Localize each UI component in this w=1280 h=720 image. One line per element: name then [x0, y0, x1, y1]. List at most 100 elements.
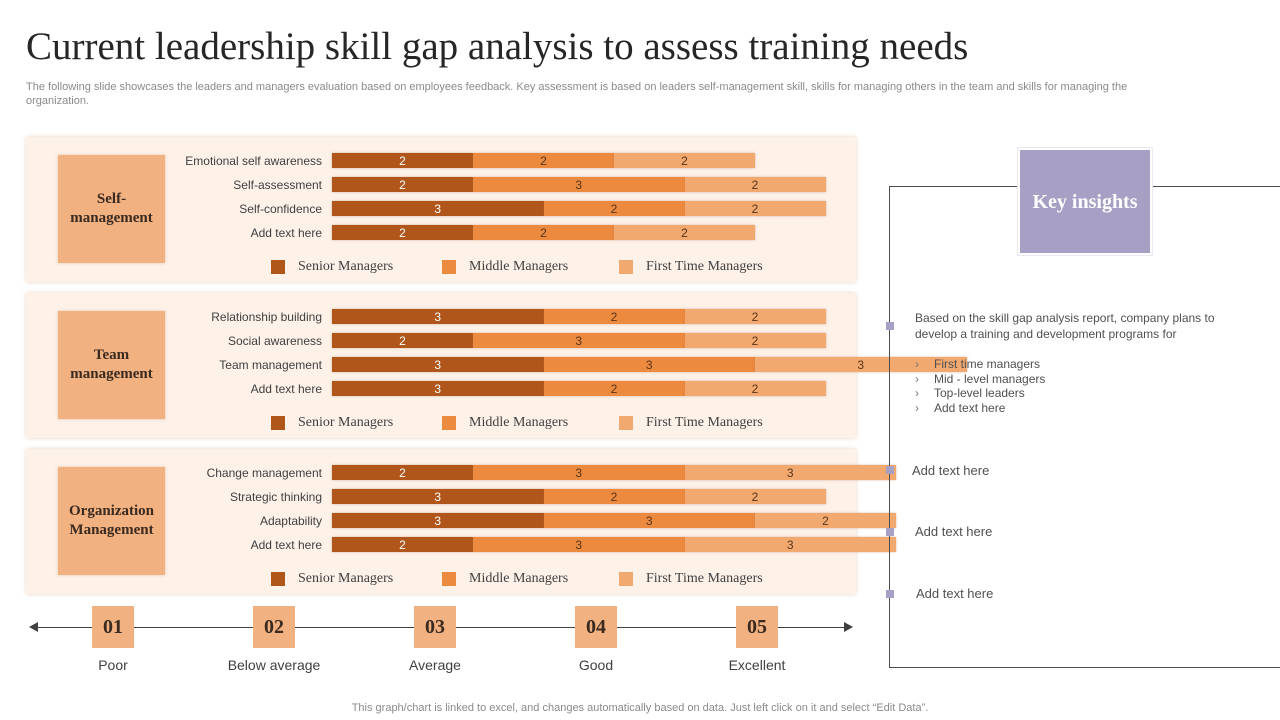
bar-segment-senior: 3 [332, 201, 544, 216]
legend-swatch [271, 416, 285, 430]
bar-segment-middle: 3 [543, 357, 755, 372]
bullet-marker-icon [886, 322, 894, 330]
category-label: Team management [58, 311, 165, 419]
bar-segment-first-time: 2 [614, 225, 755, 240]
row-label: Relationship building [211, 310, 322, 324]
row-label: Strategic thinking [229, 490, 322, 504]
bar-segment-senior: 3 [332, 357, 544, 372]
legend-swatch [271, 572, 285, 586]
legend-swatch [442, 260, 456, 274]
bar-segment-senior: 2 [332, 153, 473, 168]
scale-label: Poor [98, 657, 128, 673]
legend-item-middle: Middle Managers [442, 571, 568, 587]
bar-segment-first-time: 2 [684, 177, 826, 192]
bar-segment-senior: 3 [332, 513, 544, 528]
bullet-marker-icon [886, 590, 894, 598]
scale-number: 01 [92, 606, 134, 648]
legend-label: Middle Managers [469, 571, 569, 586]
bar-segment-middle: 3 [473, 537, 685, 552]
legend-swatch [271, 260, 285, 274]
legend-swatch [619, 260, 633, 274]
key-insights-title: Key insights [1018, 148, 1152, 255]
bar-segment-first-time: 2 [614, 153, 755, 168]
bar-segment-middle: 2 [543, 381, 685, 396]
bar-segment-first-time: 2 [684, 309, 826, 324]
bar-segment-first-time: 2 [684, 381, 826, 396]
row-label: Emotional self awareness [185, 154, 322, 168]
legend-label: First Time Managers [646, 259, 763, 274]
bar-segment-first-time: 2 [755, 513, 896, 528]
row-label: Social awareness [227, 334, 322, 348]
bar-segment-senior: 2 [332, 225, 473, 240]
list-item: Mid - level managers [915, 372, 1045, 387]
bar-segment-senior: 3 [332, 489, 544, 504]
row-label: Change management [206, 466, 322, 480]
bullet-marker-icon [886, 528, 894, 536]
legend-label: First Time Managers [646, 415, 763, 430]
row-label: Self-confidence [239, 202, 322, 216]
arrow-left-icon [29, 622, 38, 632]
bar-segment-senior: 2 [332, 465, 473, 480]
bar-segment-first-time: 3 [755, 357, 967, 372]
category-label: Organization Management [58, 467, 165, 575]
bar-segment-first-time: 3 [684, 465, 896, 480]
bullet-marker-icon [886, 466, 894, 474]
insight-item: Add text here [916, 586, 994, 601]
insight-item: Add text here [912, 463, 990, 478]
insight-paragraph: Based on the skill gap analysis report, … [915, 311, 1215, 341]
legend-swatch [442, 572, 456, 586]
bar-segment-first-time: 3 [684, 537, 896, 552]
bar-segment-middle: 3 [473, 333, 685, 348]
insight-item: Add text here [915, 524, 993, 539]
row-label: Add text here [250, 382, 322, 396]
legend-item-senior: Senior Managers [271, 415, 393, 431]
legend-item-senior: Senior Managers [271, 259, 393, 275]
scale-number: 04 [575, 606, 617, 648]
legend-swatch [442, 416, 456, 430]
arrow-right-icon [844, 622, 853, 632]
scale-number: 05 [736, 606, 778, 648]
legend-item-first-time: First Time Managers [619, 571, 763, 587]
insight-list: First time managers Mid - level managers… [915, 357, 1045, 415]
legend-label: Senior Managers [298, 259, 394, 274]
list-item: Add text here [915, 401, 1045, 416]
bar-segment-middle: 2 [543, 309, 685, 324]
legend-label: Senior Managers [298, 571, 394, 586]
legend-swatch [619, 572, 633, 586]
scale-label: Below average [227, 657, 321, 673]
list-item: First time managers [915, 357, 1045, 372]
legend-label: Senior Managers [298, 415, 394, 430]
row-label: Adaptability [259, 514, 322, 528]
bar-segment-first-time: 2 [684, 489, 826, 504]
category-label: Self-management [58, 155, 165, 263]
bar-segment-senior: 3 [332, 309, 544, 324]
legend-item-middle: Middle Managers [442, 415, 568, 431]
bar-segment-middle: 3 [543, 513, 755, 528]
bar-segment-senior: 3 [332, 381, 544, 396]
list-item: Top-level leaders [915, 386, 1045, 401]
bar-segment-middle: 2 [473, 153, 614, 168]
row-label: Self-assessment [233, 178, 322, 192]
bar-segment-senior: 2 [332, 537, 473, 552]
scale-number: 03 [414, 606, 456, 648]
scale-number: 02 [253, 606, 295, 648]
bar-segment-first-time: 2 [684, 333, 826, 348]
bar-segment-senior: 2 [332, 333, 473, 348]
legend-swatch [619, 416, 633, 430]
legend-label: Middle Managers [469, 415, 569, 430]
legend-label: First Time Managers [646, 571, 763, 586]
page-subtitle: The following slide showcases the leader… [26, 81, 1128, 107]
bar-segment-middle: 3 [473, 465, 685, 480]
row-label: Team management [219, 358, 322, 372]
row-label: Add text here [250, 538, 322, 552]
chart-panel: Self-management Emotional self awareness 2… [26, 137, 856, 282]
chart-panel: Team management Relationship building 3 2 2 S… [26, 293, 967, 438]
bar-segment-middle: 3 [473, 177, 685, 192]
legend-label: Middle Managers [469, 259, 569, 274]
legend-item-first-time: First Time Managers [619, 415, 763, 431]
scale-label: Excellent [728, 657, 786, 673]
chart-panel: Organization Management Change management… [26, 449, 896, 594]
footer-note: This graph/chart is linked to excel, and… [351, 702, 929, 714]
bar-segment-middle: 2 [543, 201, 685, 216]
bar-segment-first-time: 2 [684, 201, 826, 216]
